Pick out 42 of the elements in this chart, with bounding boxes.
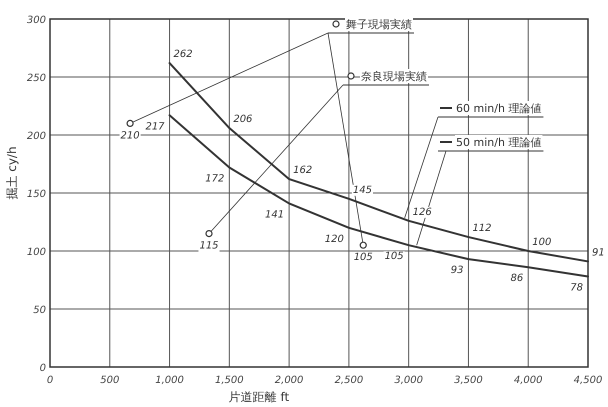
data-label: 91 <box>592 247 605 258</box>
data-label: 105 <box>354 252 373 264</box>
x-tick-label: 2,500 <box>334 375 364 386</box>
legend-label: 舞子現場実績 <box>346 18 412 31</box>
x-axis-title: 片道距離 ft <box>228 390 290 404</box>
data-label: 112 <box>472 223 492 234</box>
x-tick-label: 0 <box>46 375 54 386</box>
data-label: 217 <box>145 121 166 132</box>
x-tick-label: 3,500 <box>454 375 483 386</box>
data-label: 206 <box>233 114 252 126</box>
y-tick-label: 300 <box>26 15 46 26</box>
data-label: 172 <box>205 173 224 184</box>
x-tick-label: 2,000 <box>274 375 304 386</box>
data-label: 105 <box>384 251 404 262</box>
data-label: 141 <box>265 209 284 220</box>
x-tick-label: 3,000 <box>394 375 423 386</box>
x-tick-label: 4,000 <box>514 375 543 386</box>
data-label: 100 <box>532 237 552 248</box>
x-tick-label: 1,500 <box>215 375 244 386</box>
y-tick-label: 250 <box>26 73 46 84</box>
data-label: 162 <box>293 165 312 176</box>
y-tick-label: 100 <box>26 247 46 258</box>
x-tick-label: 4,500 <box>574 375 602 386</box>
legend-label: 奈良現場実績 <box>361 70 427 83</box>
x-tick-label: 1,000 <box>155 375 184 386</box>
data-label: 120 <box>324 234 344 245</box>
data-label: 78 <box>570 282 583 294</box>
y-tick-label: 0 <box>40 363 46 374</box>
x-tick-label: 500 <box>100 375 120 386</box>
data-label: 145 <box>352 184 372 196</box>
legend-label: 50 min/h 理論値 <box>456 136 542 149</box>
data-label: 93 <box>450 265 464 276</box>
data-label: 86 <box>510 273 524 284</box>
data-label: 126 <box>412 206 432 218</box>
y-tick-label: 150 <box>26 189 46 200</box>
y-axis-title: 掘土 cy/h <box>5 146 19 200</box>
y-tick-label: 50 <box>33 305 46 316</box>
data-label: 115 <box>199 240 219 252</box>
data-label: 262 <box>174 49 193 60</box>
data-label: 210 <box>120 130 140 142</box>
y-tick-label: 200 <box>26 131 46 142</box>
legend-label: 60 min/h 理論値 <box>456 102 542 115</box>
